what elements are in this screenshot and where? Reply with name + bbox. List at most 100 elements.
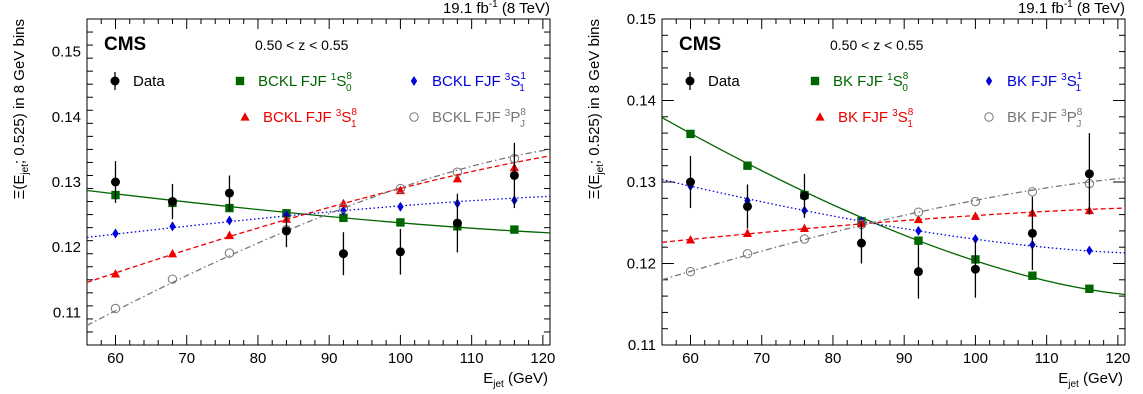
experiment-label: CMS bbox=[104, 34, 146, 55]
lumi-label: 19.1 fb-1 (8 TeV) bbox=[443, 0, 550, 17]
legend-label: BK FJF 1S8 0 bbox=[833, 71, 909, 94]
series-point-circle bbox=[110, 303, 121, 314]
fit-curve bbox=[86, 195, 551, 239]
series-point-square bbox=[743, 161, 752, 170]
series-point-square bbox=[914, 236, 923, 245]
legend-marker-circle bbox=[984, 112, 994, 122]
series-point-diamond bbox=[397, 201, 404, 212]
x-tick-label: 70 bbox=[178, 350, 195, 367]
series-point-square bbox=[396, 218, 405, 227]
series-point-diamond bbox=[972, 234, 979, 245]
series-point-diamond bbox=[1086, 245, 1093, 256]
series-point-circle bbox=[338, 203, 349, 213]
left-panel: 60 70 80 90 100 110 120 0.11 0.12 0.13 0.14 0.15 Eje… bbox=[11, 0, 555, 390]
series-point-triangle bbox=[110, 269, 121, 278]
lumi-label: 19.1 fb-1 (8 TeV) bbox=[1018, 0, 1125, 17]
series-point-circle bbox=[1027, 187, 1038, 197]
legend-label: BCKL FJF 3P8 J bbox=[432, 107, 526, 130]
series-point-diamond bbox=[226, 215, 233, 226]
fit-curve bbox=[86, 155, 551, 284]
legend-label: BCKL FJF 3S1 1 bbox=[432, 71, 526, 94]
series-point-triangle bbox=[913, 214, 924, 224]
series-point-circle bbox=[224, 248, 235, 258]
y-tick-label: 0.14 bbox=[627, 93, 656, 110]
series-point-triangle bbox=[685, 235, 696, 244]
data-point bbox=[395, 247, 405, 257]
legend-label: BCKL FJF 1S8 0 bbox=[258, 71, 352, 94]
y-axis-title: Ξ(Ejet; 0.525) in 8 GeV bins bbox=[11, 19, 31, 199]
experiment-label: CMS bbox=[679, 34, 721, 55]
data-point bbox=[281, 226, 291, 236]
data-point bbox=[1027, 228, 1037, 238]
series-point-circle bbox=[395, 183, 406, 194]
series-point-square bbox=[1085, 284, 1094, 293]
data-point bbox=[167, 197, 177, 207]
series-point-triangle bbox=[338, 198, 349, 208]
series-point-circle bbox=[970, 196, 981, 207]
y-tick-label: 0.15 bbox=[627, 11, 656, 28]
legend-marker-square bbox=[810, 76, 820, 86]
series-point-square bbox=[686, 129, 695, 139]
x-tick-label: 80 bbox=[825, 350, 842, 367]
y-tick-label: 0.13 bbox=[52, 174, 81, 191]
series-point-triangle bbox=[452, 173, 462, 183]
legend-marker-diamond bbox=[985, 76, 993, 86]
series-point-circle bbox=[167, 274, 178, 284]
legend-label: BK FJF 3S8 1 bbox=[838, 107, 914, 130]
fit-curve bbox=[661, 117, 1126, 296]
x-tick-label: 60 bbox=[682, 350, 699, 367]
data-point bbox=[338, 249, 348, 259]
series-point-circle bbox=[742, 249, 753, 259]
legend-marker-circle bbox=[409, 112, 419, 122]
legend-label: Data bbox=[708, 73, 740, 90]
fit-curve bbox=[661, 178, 1126, 254]
x-tick-label: 100 bbox=[963, 350, 988, 367]
data-point bbox=[856, 238, 866, 248]
data-point bbox=[970, 264, 980, 274]
series-point-square bbox=[510, 225, 519, 234]
x-tick-label: 70 bbox=[753, 350, 770, 367]
y-tick-label: 0.12 bbox=[52, 239, 81, 256]
series-point-triangle bbox=[224, 230, 235, 240]
series-point-square bbox=[1028, 271, 1037, 280]
y-tick-label: 0.12 bbox=[627, 256, 656, 273]
series-point-triangle bbox=[799, 223, 810, 233]
series-point-triangle bbox=[167, 248, 178, 258]
plot-frame bbox=[86, 18, 551, 346]
data-point bbox=[1084, 169, 1094, 179]
fit-curve bbox=[661, 207, 1126, 243]
y-tick-label: 0.11 bbox=[53, 304, 81, 321]
series-point-circle bbox=[913, 207, 924, 217]
x-axis-title: Ejet (GeV) bbox=[483, 370, 548, 390]
series-point-square bbox=[339, 213, 348, 223]
x-tick-label: 90 bbox=[321, 350, 338, 367]
legend-marker-square bbox=[235, 76, 245, 86]
series-point-circle bbox=[685, 266, 696, 277]
x-tick-label: 80 bbox=[250, 350, 267, 367]
data-point bbox=[110, 177, 120, 187]
series-point-circle bbox=[799, 234, 810, 244]
series-point-diamond bbox=[340, 205, 347, 216]
legend-label: BCKL FJF 3S8 1 bbox=[263, 107, 357, 130]
right-panel: 60 70 80 90 100 110 120 0.11 0.12 0.13 0.14 0.15 Eje… bbox=[586, 0, 1130, 390]
data-point bbox=[452, 218, 462, 228]
x-tick-label: 110 bbox=[1035, 350, 1059, 367]
data-point bbox=[742, 201, 752, 211]
legend-marker-data bbox=[685, 76, 695, 86]
y-tick-label: 0.15 bbox=[52, 44, 81, 61]
x-axis-title: Ejet (GeV) bbox=[1058, 370, 1123, 390]
x-tick-label: 110 bbox=[460, 350, 484, 367]
x-tick-label: 120 bbox=[530, 350, 555, 367]
data-point bbox=[685, 177, 695, 187]
fit-curve bbox=[86, 148, 551, 327]
legend-label: Data bbox=[133, 73, 165, 90]
series-point-diamond bbox=[169, 221, 176, 232]
data-point bbox=[799, 191, 809, 201]
legend-label: BK FJF 3P8 J bbox=[1007, 107, 1083, 130]
y-tick-label: 0.14 bbox=[52, 109, 81, 126]
x-tick-label: 60 bbox=[107, 350, 124, 367]
data-point bbox=[224, 188, 234, 198]
x-tick-label: 120 bbox=[1105, 350, 1130, 367]
data-point bbox=[509, 170, 519, 180]
